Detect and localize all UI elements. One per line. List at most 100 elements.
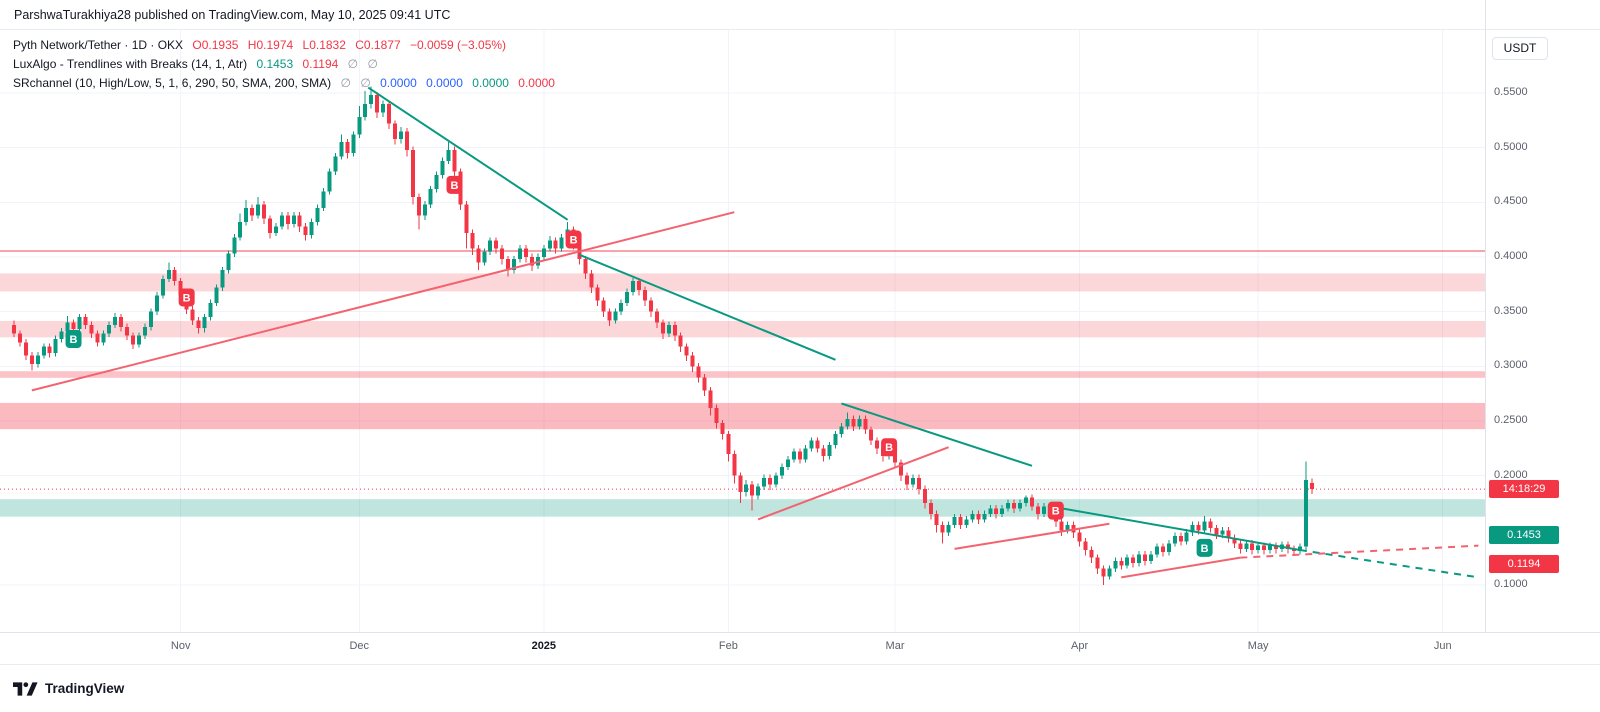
candle-body (226, 253, 231, 271)
trendline (954, 522, 1110, 550)
candle-body (214, 287, 219, 303)
candle-body (154, 295, 159, 312)
candle-body (202, 317, 207, 329)
candle-body (464, 204, 469, 233)
svg-text:B: B (183, 292, 191, 304)
candle-body (1119, 560, 1124, 566)
candle-body (279, 215, 284, 227)
candle-body (291, 215, 296, 225)
candle-body (410, 149, 415, 197)
candle-body (470, 232, 475, 249)
svg-text:B: B (885, 442, 893, 454)
candle-body (1154, 546, 1159, 555)
candle-body (53, 338, 58, 354)
bar-countdown-badge: 14:18:29 (1489, 480, 1559, 499)
candle-body (672, 324, 677, 336)
candle-body (1035, 506, 1040, 514)
candle-body (351, 134, 356, 154)
candle-body (750, 484, 755, 496)
candle-body (928, 502, 933, 514)
sr-zone (0, 371, 1485, 378)
price-tick-label: 0.2500 (1494, 413, 1528, 426)
candle-body (262, 204, 267, 219)
candle-body (821, 448, 826, 456)
indicator-srchannel-title: SRchannel (10, High/Low, 5, 1, 6, 290, 5… (13, 76, 332, 90)
candle-body (17, 333, 22, 343)
trendline-break-badge: B (881, 438, 898, 457)
trendline-break-badge: B (1047, 501, 1064, 520)
open-value: O0.1935 (192, 38, 239, 52)
candle-body (785, 459, 790, 467)
candle-body (797, 451, 802, 460)
candle-body (363, 103, 368, 118)
candle-body (583, 259, 588, 274)
candle-body (744, 484, 749, 493)
sr-zone (0, 273, 1485, 292)
tradingview-link[interactable]: TradingView (13, 681, 124, 697)
candle-body (446, 149, 451, 161)
candle-body (1208, 521, 1213, 529)
candle-body (1274, 545, 1279, 549)
lower-trendline-price-badge: 0.1194 (1489, 554, 1559, 573)
high-value: H0.1974 (247, 38, 294, 52)
srchannel-value: 0.0000 (472, 76, 509, 90)
candle-body (1125, 557, 1130, 566)
candle-body (83, 317, 88, 325)
chart-canvas[interactable]: B B B B B B B (0, 0, 1485, 632)
currency-toggle-button[interactable]: USDT (1492, 37, 1548, 60)
candle-body (1029, 497, 1034, 507)
trendline (1240, 544, 1479, 559)
price-axis[interactable]: 14:18:29 0.1453 0.1194 0.5500 0.5000 0.450… (1485, 0, 1600, 632)
trendline (1121, 556, 1241, 579)
candle-body (89, 324, 94, 334)
candle-body (595, 287, 600, 301)
candle-body (500, 248, 505, 260)
candle-body (494, 240, 499, 249)
price-tick-label: 0.3500 (1494, 304, 1528, 317)
candle-body (863, 418, 868, 430)
candle-body (1297, 546, 1302, 552)
candle-body (506, 259, 511, 271)
candle-body (452, 149, 457, 172)
upper-trendline-price-badge: 0.1453 (1489, 526, 1559, 545)
indicator-row-srchannel[interactable]: SRchannel (10, High/Low, 5, 1, 6, 290, 5… (13, 74, 555, 93)
candle-body (422, 204, 427, 216)
candle-body (190, 309, 195, 321)
candle-body (684, 346, 689, 356)
brand-name: TradingView (45, 681, 125, 696)
candle-body (1190, 524, 1195, 533)
time-axis[interactable]: Nov Dec 2025 Feb Mar Apr May Jun (0, 632, 1485, 662)
candle-body (1018, 502, 1023, 509)
candle-body (428, 189, 433, 205)
candle-body (1041, 506, 1046, 514)
candle-body (29, 355, 34, 365)
time-axis-separator (0, 632, 1600, 633)
svg-text:B: B (1052, 506, 1060, 518)
indicator-row-trendlines[interactable]: LuxAlgo - Trendlines with Breaks (14, 1,… (13, 55, 555, 74)
candle-body (47, 346, 52, 354)
candle-body (791, 451, 796, 460)
candle-body (1107, 568, 1112, 577)
price-tick-label: 0.5500 (1494, 86, 1528, 98)
candle-body (631, 281, 636, 292)
trendline (1299, 549, 1479, 579)
trendline (367, 86, 569, 221)
candle-body (107, 324, 112, 334)
candle-body (440, 160, 445, 175)
candle-body (637, 281, 642, 290)
symbol-legend-row[interactable]: Pyth Network/Tether · 1D · OKX O0.1935 H… (13, 36, 555, 55)
candle-body (815, 440, 820, 449)
candle-body (404, 131, 409, 150)
svg-text:B: B (70, 334, 78, 346)
sr-zone (0, 320, 1485, 338)
candle-body (833, 434, 838, 446)
candle-body (916, 477, 921, 489)
price-tick-label: 0.5000 (1494, 140, 1528, 153)
candle-body (1291, 548, 1296, 552)
trendline (579, 253, 836, 361)
candle-body (142, 326, 147, 336)
trendline (757, 446, 949, 521)
candle-body (809, 440, 814, 449)
candle-body (1232, 537, 1237, 544)
